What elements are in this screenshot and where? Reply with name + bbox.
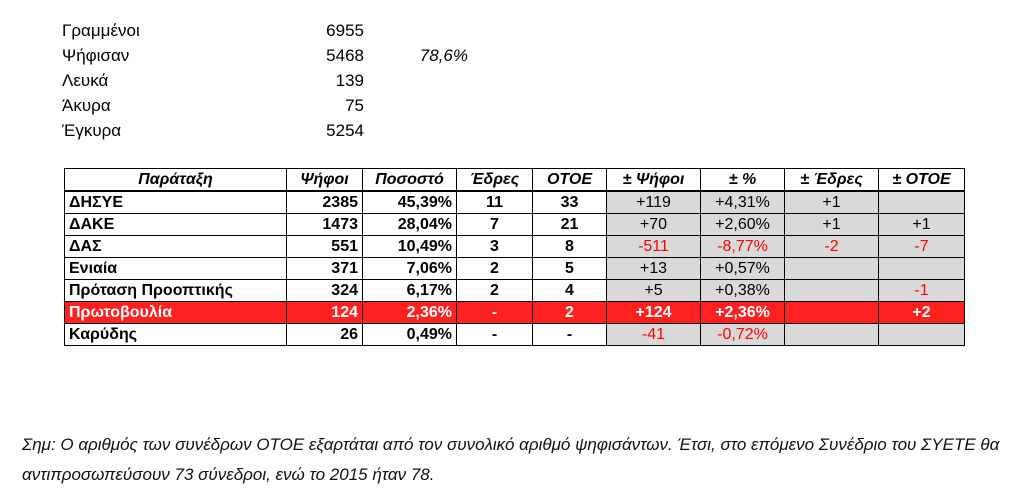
table-row: Καρύδης 26 0,49% - - -41 -0,72%	[64, 323, 965, 346]
cell-delta-seats: +1	[784, 213, 879, 236]
cell-otoe: 2	[532, 301, 607, 324]
cell-faction-name: ΔΑΣ	[64, 235, 287, 258]
cell-otoe: -	[532, 323, 607, 346]
cell-faction-name: ΔΑΚΕ	[64, 213, 287, 236]
header-delta-votes: ± Ψήφοι	[606, 168, 701, 192]
cell-delta-votes: +70	[606, 213, 701, 236]
table-row: Ενιαία 371 7,06% 2 5 +13 +0,57%	[64, 257, 965, 280]
cell-votes: 2385	[286, 190, 363, 214]
cell-delta-votes: -41	[606, 323, 701, 346]
cell-faction-name: Πρωτοβουλία	[64, 301, 287, 324]
cell-delta-percentage: +0,38%	[700, 279, 785, 302]
table-row: Πρωτοβουλία 124 2,36% -2 +124 +2,36% +2	[64, 301, 965, 324]
cell-votes: 551	[286, 235, 363, 258]
cell-delta-otoe	[878, 190, 965, 214]
summary-value: 6955	[326, 21, 364, 40]
cell-percentage: 2,36%	[362, 301, 457, 324]
table-row: Πρόταση Προοπτικής 324 6,17% 2 4 +5 +0,38% -1	[64, 279, 965, 302]
summary-value: 5254	[326, 121, 364, 140]
cell-percentage: 28,04%	[362, 213, 457, 236]
cell-percentage: 0,49%	[362, 323, 457, 346]
header-delta-otoe: ± ΟΤΟΕ	[878, 168, 965, 192]
summary-label: Γραμμένοι	[62, 21, 140, 40]
cell-delta-votes: +124	[606, 301, 701, 324]
cell-faction-name: Πρόταση Προοπτικής	[64, 279, 287, 302]
cell-delta-otoe: +2	[878, 301, 965, 324]
cell-faction-name: Ενιαία	[64, 257, 287, 280]
cell-delta-otoe	[878, 323, 965, 346]
cell-delta-otoe: -1	[878, 279, 965, 302]
cell-delta-percentage: +4,31%	[700, 190, 785, 214]
cell-delta-seats	[784, 257, 879, 280]
cell-percentage: 45,39%	[362, 190, 457, 214]
cell-votes: 371	[286, 257, 363, 280]
cell-delta-percentage: +0,57%	[700, 257, 785, 280]
cell-percentage: 6,17%	[362, 279, 457, 302]
cell-delta-percentage: +2,60%	[700, 213, 785, 236]
table-row: ΔΑΣ 551 10,49% 3 8 -511 -8,77% -2 -7	[64, 235, 965, 258]
cell-votes: 324	[286, 279, 363, 302]
header-percentage: Ποσοστό	[362, 168, 457, 192]
cell-seats: 2	[456, 279, 533, 302]
summary-value: 75	[345, 96, 364, 115]
cell-delta-votes: +119	[606, 190, 701, 214]
header-delta-seats: ± Έδρες	[784, 168, 879, 192]
cell-otoe: 21	[532, 213, 607, 236]
cell-delta-percentage: -8,77%	[700, 235, 785, 258]
footnote: Σημ: Ο αριθμός των συνέδρων ΟΤΟΕ εξαρτάτ…	[22, 435, 1000, 484]
turnout-percentage: 78,6%	[419, 46, 468, 65]
cell-seats: -	[456, 301, 533, 324]
table-row: ΔΑΚΕ 1473 28,04% 7 21 +70 +2,60% +1 +1	[64, 213, 965, 236]
header-faction: Παράταξη	[64, 168, 287, 192]
summary-label: Ψήφισαν	[62, 46, 130, 65]
cell-otoe: 5	[532, 257, 607, 280]
table-header-row: Παράταξη Ψήφοι Ποσοστό Έδρες ΟΤΟΕ ± Ψήφο…	[64, 168, 965, 192]
summary-value: 5468	[326, 46, 364, 65]
cell-delta-votes: -511	[606, 235, 701, 258]
cell-otoe: 33	[532, 190, 607, 214]
cell-delta-seats: -2	[784, 235, 879, 258]
cell-seats: 7	[456, 213, 533, 236]
header-votes: Ψήφοι	[286, 168, 363, 192]
cell-percentage: 7,06%	[362, 257, 457, 280]
header-otoe: ΟΤΟΕ	[532, 168, 607, 192]
cell-delta-votes: +5	[606, 279, 701, 302]
table-body: ΔΗΣΥΕ 2385 45,39% 11 33 +119 +4,31% +1 ΔΑΚΕ 1473 2…	[64, 190, 965, 346]
summary-label: Έγκυρα	[62, 121, 122, 140]
results-table: Παράταξη Ψήφοι Ποσοστό Έδρες ΟΤΟΕ ± Ψήφο…	[64, 168, 965, 346]
cell-delta-percentage: -0,72%	[700, 323, 785, 346]
table-row: ΔΗΣΥΕ 2385 45,39% 11 33 +119 +4,31% +1	[64, 190, 965, 214]
cell-faction-name: Καρύδης	[64, 323, 287, 346]
header-seats: Έδρες	[456, 168, 533, 192]
cell-otoe: 4	[532, 279, 607, 302]
summary-value: 139	[335, 71, 364, 90]
cell-delta-seats	[784, 301, 879, 324]
cell-seats: 3	[456, 235, 533, 258]
cell-faction-name: ΔΗΣΥΕ	[64, 190, 287, 214]
cell-delta-votes: +13	[606, 257, 701, 280]
cell-delta-otoe: -7	[878, 235, 965, 258]
cell-seats: 2	[456, 257, 533, 280]
cell-delta-seats	[784, 323, 879, 346]
cell-delta-percentage: +2,36%	[700, 301, 785, 324]
summary-label: Άκυρα	[62, 96, 111, 115]
cell-delta-otoe	[878, 257, 965, 280]
cell-percentage: 10,49%	[362, 235, 457, 258]
cell-votes: 26	[286, 323, 363, 346]
cell-seats: 11	[456, 190, 533, 214]
header-delta-percentage: ± %	[700, 168, 785, 192]
cell-delta-otoe: +1	[878, 213, 965, 236]
cell-delta-seats	[784, 279, 879, 302]
cell-otoe: 8	[532, 235, 607, 258]
summary-label: Λευκά	[62, 71, 109, 90]
cell-seats: -	[456, 323, 533, 346]
cell-delta-seats: +1	[784, 190, 879, 214]
cell-votes: 1473	[286, 213, 363, 236]
cell-votes: 124	[286, 301, 363, 324]
